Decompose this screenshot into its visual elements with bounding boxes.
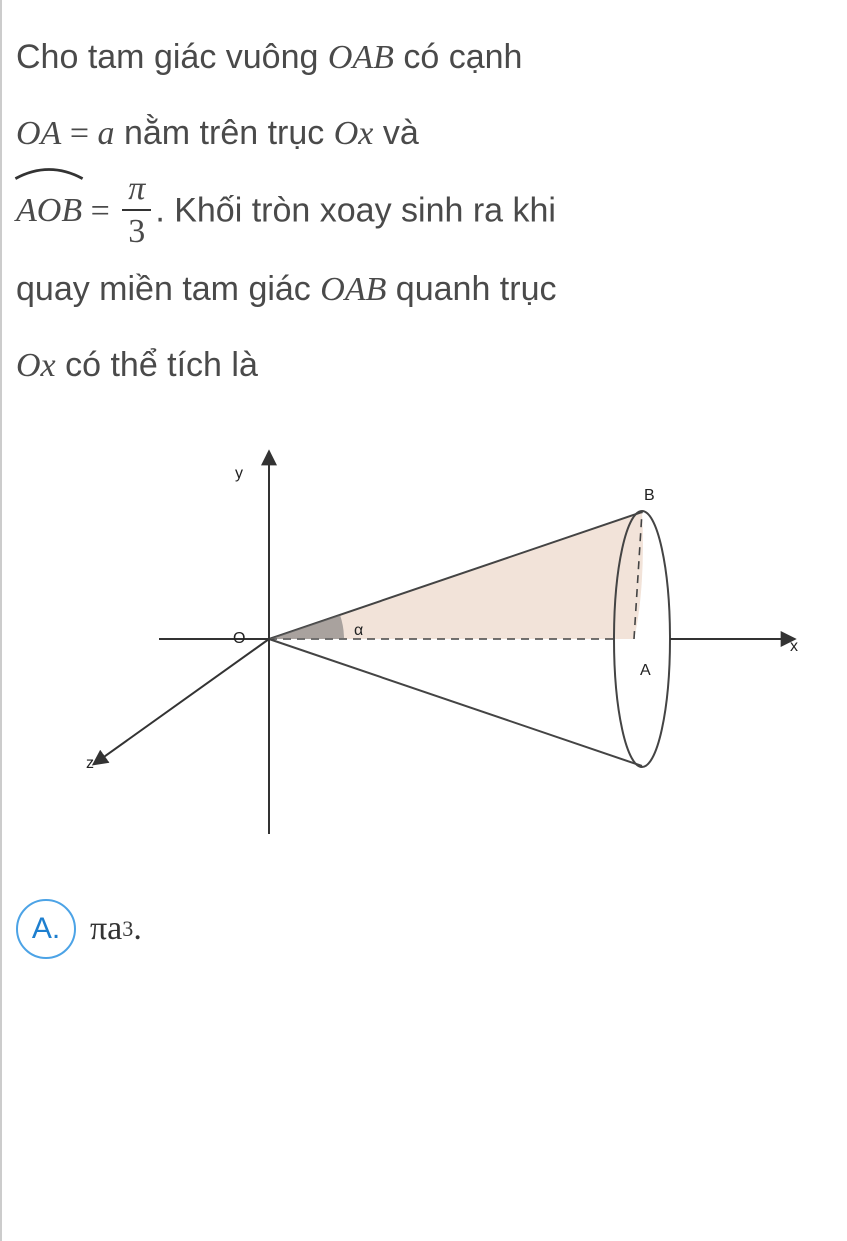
text-fragment: quanh trục bbox=[386, 270, 556, 308]
text-fragment: . Khối tròn xoay sinh ra khi bbox=[155, 191, 556, 229]
answer-option-a[interactable]: A. πa3. bbox=[16, 899, 831, 959]
math-a: a bbox=[98, 115, 115, 152]
svg-text:x: x bbox=[790, 638, 798, 655]
math-OAB: OAB bbox=[328, 39, 394, 76]
math-OAB: OAB bbox=[320, 271, 386, 308]
option-marker-circle: A. bbox=[16, 899, 76, 959]
svg-text:z: z bbox=[86, 755, 94, 772]
text-fragment: và bbox=[373, 114, 418, 152]
math-equals: = bbox=[61, 115, 97, 152]
text-fragment: có thể tích là bbox=[56, 346, 258, 384]
svg-text:O: O bbox=[233, 630, 245, 647]
option-a: a bbox=[107, 910, 122, 948]
arc-hat-icon bbox=[14, 166, 84, 180]
math-Ox: Ox bbox=[16, 347, 56, 384]
text-fragment: Cho tam giác vuông bbox=[16, 38, 328, 76]
text-fragment: có cạnh bbox=[394, 38, 523, 76]
svg-text:A: A bbox=[640, 662, 651, 679]
option-pi: π bbox=[90, 910, 107, 948]
math-OA: OA bbox=[16, 115, 61, 152]
option-letter: A. bbox=[32, 912, 60, 946]
svg-text:B: B bbox=[644, 487, 655, 504]
svg-text:α: α bbox=[354, 622, 363, 639]
math-equals: = bbox=[82, 192, 118, 229]
svg-text:y: y bbox=[235, 465, 243, 482]
math-arc-AOB: AOB bbox=[16, 174, 82, 249]
arc-text: AOB bbox=[16, 192, 82, 229]
text-fragment: quay miền tam giác bbox=[16, 270, 320, 308]
diagram-container: y x z O A Bα bbox=[16, 434, 831, 859]
fraction-numerator: π bbox=[122, 170, 151, 211]
text-fragment: nằm trên trục bbox=[115, 114, 334, 152]
cone-diagram: y x z O A Bα bbox=[34, 434, 814, 854]
problem-statement: Cho tam giác vuông OAB có cạnh OA = a nằ… bbox=[16, 20, 831, 404]
option-period: . bbox=[133, 910, 142, 948]
fraction-denominator: 3 bbox=[122, 211, 151, 250]
math-Ox: Ox bbox=[334, 115, 374, 152]
left-border-rule bbox=[0, 0, 2, 1241]
math-fraction: π3 bbox=[122, 170, 151, 251]
